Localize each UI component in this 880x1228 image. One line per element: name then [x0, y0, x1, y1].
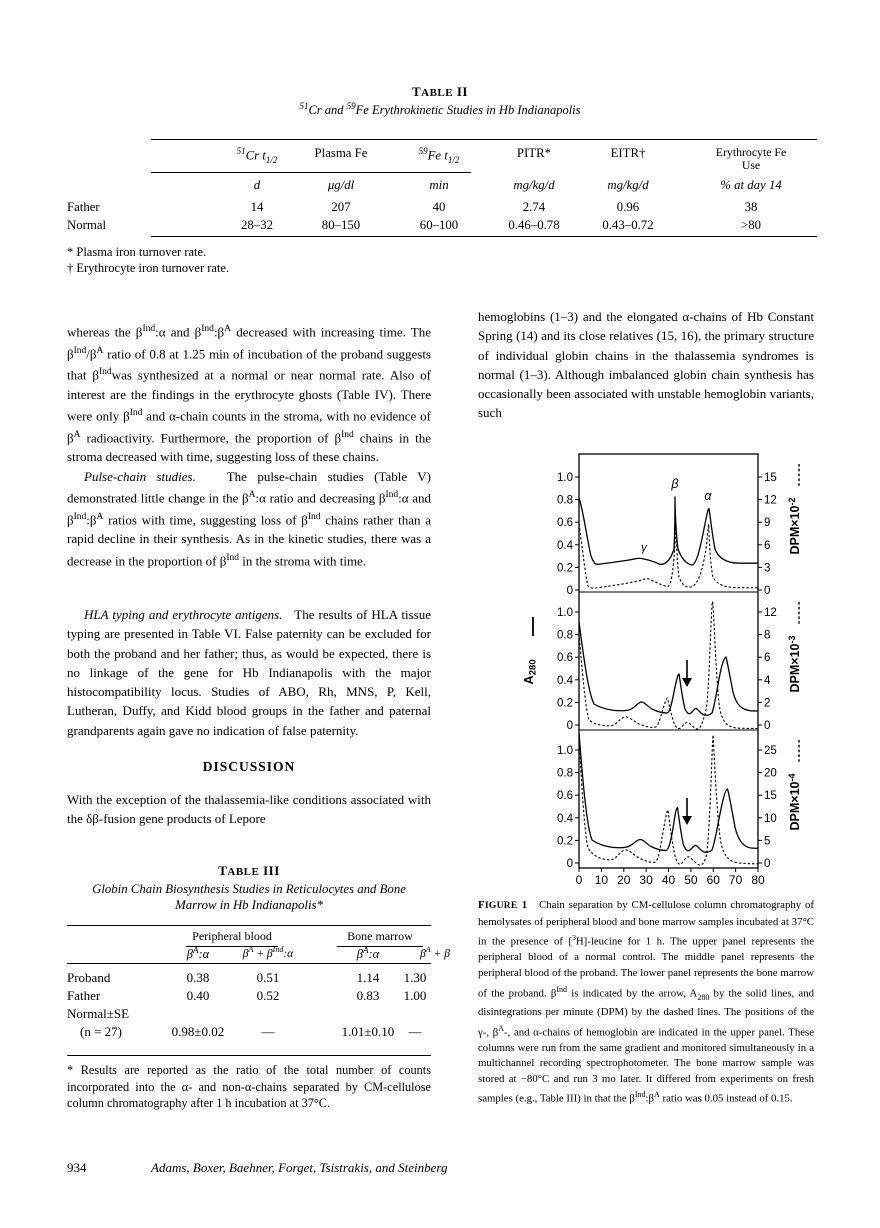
svg-text:α: α: [704, 489, 712, 503]
svg-text:2: 2: [764, 697, 770, 709]
svg-text:0: 0: [764, 585, 770, 597]
svg-text:6: 6: [764, 540, 770, 552]
svg-text:3: 3: [764, 562, 770, 574]
svg-text:60: 60: [707, 873, 721, 887]
svg-text:β: β: [670, 477, 678, 491]
svg-text:80: 80: [751, 873, 765, 887]
svg-text:DPM×10-3: DPM×10-3: [787, 636, 802, 693]
svg-text:0.4: 0.4: [557, 540, 574, 552]
svg-text:DPM×10-4: DPM×10-4: [787, 774, 802, 831]
svg-text:12: 12: [764, 495, 777, 507]
svg-text:1.0: 1.0: [557, 745, 573, 757]
svg-text:0.8: 0.8: [557, 768, 573, 780]
svg-text:0.2: 0.2: [557, 835, 573, 847]
svg-text:0.2: 0.2: [557, 562, 573, 574]
svg-text:15: 15: [764, 472, 777, 484]
svg-text:15: 15: [764, 790, 777, 802]
svg-text:20: 20: [764, 768, 777, 780]
svg-text:A280: A280: [521, 659, 539, 684]
svg-text:DPM×10-2: DPM×10-2: [787, 498, 802, 555]
svg-text:5: 5: [764, 835, 770, 847]
svg-text:20: 20: [617, 873, 631, 887]
svg-text:1.0: 1.0: [557, 472, 573, 484]
svg-text:1.0: 1.0: [557, 607, 573, 619]
svg-text:0: 0: [567, 720, 573, 732]
svg-text:30: 30: [639, 873, 653, 887]
svg-text:12: 12: [764, 607, 777, 619]
svg-text:10: 10: [595, 873, 609, 887]
svg-text:0.8: 0.8: [557, 495, 573, 507]
svg-text:25: 25: [764, 745, 777, 757]
svg-text:0.6: 0.6: [557, 652, 573, 664]
svg-text:10: 10: [764, 813, 777, 825]
svg-text:70: 70: [729, 873, 743, 887]
svg-text:40: 40: [662, 873, 676, 887]
svg-text:0: 0: [764, 720, 770, 732]
svg-text:0.2: 0.2: [557, 697, 573, 709]
svg-text:50: 50: [684, 873, 698, 887]
svg-text:0: 0: [576, 873, 583, 887]
svg-text:0.4: 0.4: [557, 675, 574, 687]
svg-text:0.4: 0.4: [557, 813, 574, 825]
svg-text:8: 8: [764, 630, 770, 642]
svg-text:0: 0: [764, 858, 770, 870]
svg-text:6: 6: [764, 652, 770, 664]
svg-text:0.6: 0.6: [557, 790, 573, 802]
svg-text:9: 9: [764, 517, 770, 529]
svg-text:0: 0: [567, 858, 573, 870]
svg-text:0.6: 0.6: [557, 517, 573, 529]
svg-text:4: 4: [764, 675, 771, 687]
svg-text:0.8: 0.8: [557, 630, 573, 642]
svg-text:γ: γ: [641, 542, 648, 554]
svg-text:0: 0: [567, 585, 573, 597]
